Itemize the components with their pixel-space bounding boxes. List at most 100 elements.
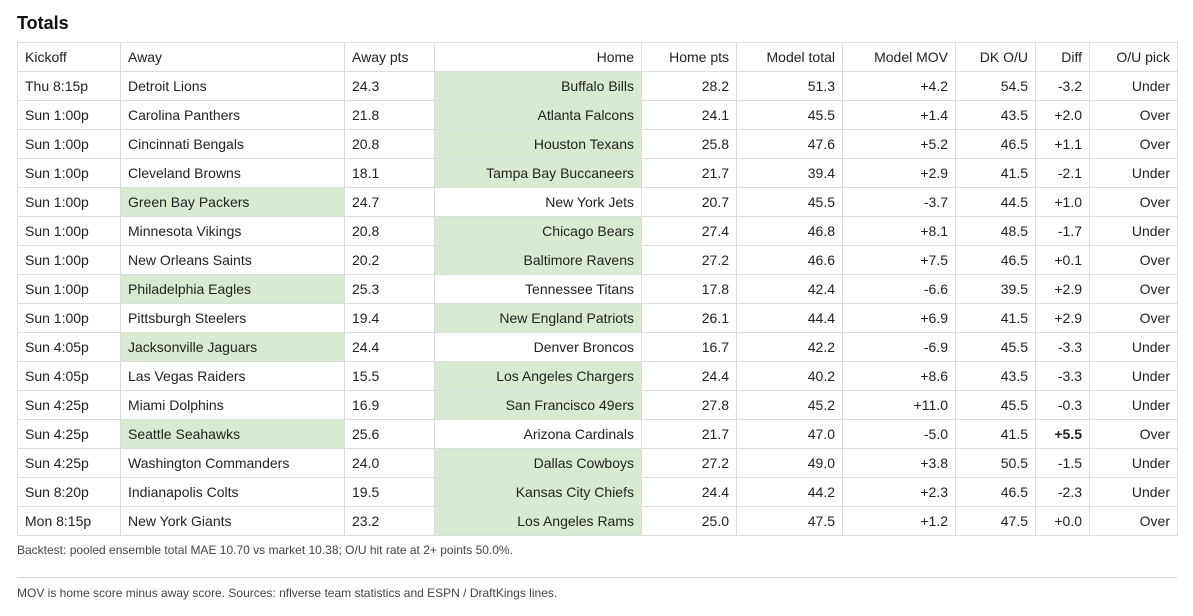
cell-kickoff: Sun 1:00p xyxy=(17,216,121,246)
table-row: Sun 1:00p Carolina Panthers 21.8 Atlanta Fa… xyxy=(17,100,1178,130)
cell-dk-ou: 46.5 xyxy=(955,245,1036,275)
cell-dk-ou: 43.5 xyxy=(955,361,1036,391)
cell-away-team: Minnesota Vikings xyxy=(120,216,345,246)
cell-diff: +0.0 xyxy=(1035,506,1090,536)
cell-home-pts: 27.2 xyxy=(641,448,737,478)
col-header-home-pts: Home pts xyxy=(641,42,737,72)
cell-home-pts: 25.8 xyxy=(641,129,737,159)
cell-home-pts: 26.1 xyxy=(641,303,737,333)
cell-away-pts: 20.8 xyxy=(344,216,435,246)
cell-home-pts: 17.8 xyxy=(641,274,737,304)
cell-dk-ou: 41.5 xyxy=(955,419,1036,449)
cell-diff: +2.0 xyxy=(1035,100,1090,130)
cell-model-total: 42.2 xyxy=(736,332,843,362)
cell-model-mov: +11.0 xyxy=(842,390,956,420)
cell-away-team: Cleveland Browns xyxy=(120,158,345,188)
cell-diff: +2.9 xyxy=(1035,303,1090,333)
table-row: Sun 4:25p Seattle Seahawks 25.6 Arizona Car… xyxy=(17,419,1178,449)
cell-away-team: Washington Commanders xyxy=(120,448,345,478)
cell-kickoff: Sun 4:25p xyxy=(17,448,121,478)
col-header-ou-pick: O/U pick xyxy=(1089,42,1178,72)
cell-home-team: Tampa Bay Buccaneers xyxy=(434,158,642,188)
cell-diff: +1.1 xyxy=(1035,129,1090,159)
table-row: Sun 1:00p Minnesota Vikings 20.8 Chicago Be… xyxy=(17,216,1178,246)
cell-model-total: 45.5 xyxy=(736,187,843,217)
cell-model-mov: +2.9 xyxy=(842,158,956,188)
cell-home-pts: 24.4 xyxy=(641,477,737,507)
cell-home-pts: 16.7 xyxy=(641,332,737,362)
table-row: Sun 4:25p Washington Commanders 24.0 Dallas… xyxy=(17,448,1178,478)
cell-ou-pick: Over xyxy=(1089,245,1178,275)
cell-ou-pick: Under xyxy=(1089,361,1178,391)
cell-away-team: New Orleans Saints xyxy=(120,245,345,275)
cell-kickoff: Sun 8:20p xyxy=(17,477,121,507)
cell-away-pts: 18.1 xyxy=(344,158,435,188)
cell-model-total: 46.6 xyxy=(736,245,843,275)
cell-away-pts: 16.9 xyxy=(344,390,435,420)
cell-kickoff: Sun 4:25p xyxy=(17,390,121,420)
cell-away-pts: 24.7 xyxy=(344,187,435,217)
cell-home-team: San Francisco 49ers xyxy=(434,390,642,420)
cell-away-pts: 25.6 xyxy=(344,419,435,449)
cell-model-total: 49.0 xyxy=(736,448,843,478)
cell-model-mov: +6.9 xyxy=(842,303,956,333)
cell-ou-pick: Under xyxy=(1089,216,1178,246)
cell-home-team: New York Jets xyxy=(434,187,642,217)
cell-kickoff: Sun 4:25p xyxy=(17,419,121,449)
cell-home-pts: 25.0 xyxy=(641,506,737,536)
cell-kickoff: Sun 1:00p xyxy=(17,129,121,159)
cell-away-team: Cincinnati Bengals xyxy=(120,129,345,159)
cell-away-team: Indianapolis Colts xyxy=(120,477,345,507)
cell-diff: -0.3 xyxy=(1035,390,1090,420)
cell-home-pts: 27.4 xyxy=(641,216,737,246)
cell-kickoff: Thu 8:15p xyxy=(17,71,121,101)
cell-kickoff: Mon 8:15p xyxy=(17,506,121,536)
cell-model-total: 47.5 xyxy=(736,506,843,536)
cell-model-mov: +1.2 xyxy=(842,506,956,536)
cell-away-team: Miami Dolphins xyxy=(120,390,345,420)
cell-ou-pick: Over xyxy=(1089,506,1178,536)
cell-model-total: 39.4 xyxy=(736,158,843,188)
cell-diff: -3.2 xyxy=(1035,71,1090,101)
cell-model-total: 46.8 xyxy=(736,216,843,246)
cell-diff: +5.5 xyxy=(1035,419,1090,449)
cell-home-team: Tennessee Titans xyxy=(434,274,642,304)
cell-model-mov: +2.3 xyxy=(842,477,956,507)
cell-model-mov: -3.7 xyxy=(842,187,956,217)
cell-diff: +0.1 xyxy=(1035,245,1090,275)
cell-home-team: Atlanta Falcons xyxy=(434,100,642,130)
cell-model-mov: +4.2 xyxy=(842,71,956,101)
cell-ou-pick: Under xyxy=(1089,71,1178,101)
cell-model-total: 47.6 xyxy=(736,129,843,159)
col-header-diff: Diff xyxy=(1035,42,1090,72)
table-header: Kickoff Away Away pts Home Home pts Mode… xyxy=(17,42,1178,72)
cell-model-mov: -5.0 xyxy=(842,419,956,449)
cell-model-mov: +8.1 xyxy=(842,216,956,246)
cell-kickoff: Sun 1:00p xyxy=(17,303,121,333)
cell-dk-ou: 50.5 xyxy=(955,448,1036,478)
cell-away-team: Detroit Lions xyxy=(120,71,345,101)
cell-ou-pick: Under xyxy=(1089,390,1178,420)
cell-dk-ou: 41.5 xyxy=(955,158,1036,188)
cell-diff: -2.1 xyxy=(1035,158,1090,188)
cell-kickoff: Sun 4:05p xyxy=(17,361,121,391)
cell-dk-ou: 45.5 xyxy=(955,390,1036,420)
cell-dk-ou: 44.5 xyxy=(955,187,1036,217)
cell-home-team: Dallas Cowboys xyxy=(434,448,642,478)
cell-home-team: Buffalo Bills xyxy=(434,71,642,101)
cell-away-pts: 19.4 xyxy=(344,303,435,333)
cell-ou-pick: Under xyxy=(1089,448,1178,478)
cell-model-total: 40.2 xyxy=(736,361,843,391)
col-header-home: Home xyxy=(434,42,642,72)
cell-home-team: Arizona Cardinals xyxy=(434,419,642,449)
col-header-model-mov: Model MOV xyxy=(842,42,956,72)
cell-kickoff: Sun 1:00p xyxy=(17,100,121,130)
cell-away-pts: 15.5 xyxy=(344,361,435,391)
cell-kickoff: Sun 1:00p xyxy=(17,245,121,275)
cell-diff: -3.3 xyxy=(1035,361,1090,391)
cell-model-total: 42.4 xyxy=(736,274,843,304)
cell-model-mov: -6.6 xyxy=(842,274,956,304)
cell-dk-ou: 45.5 xyxy=(955,332,1036,362)
cell-dk-ou: 47.5 xyxy=(955,506,1036,536)
cell-dk-ou: 39.5 xyxy=(955,274,1036,304)
